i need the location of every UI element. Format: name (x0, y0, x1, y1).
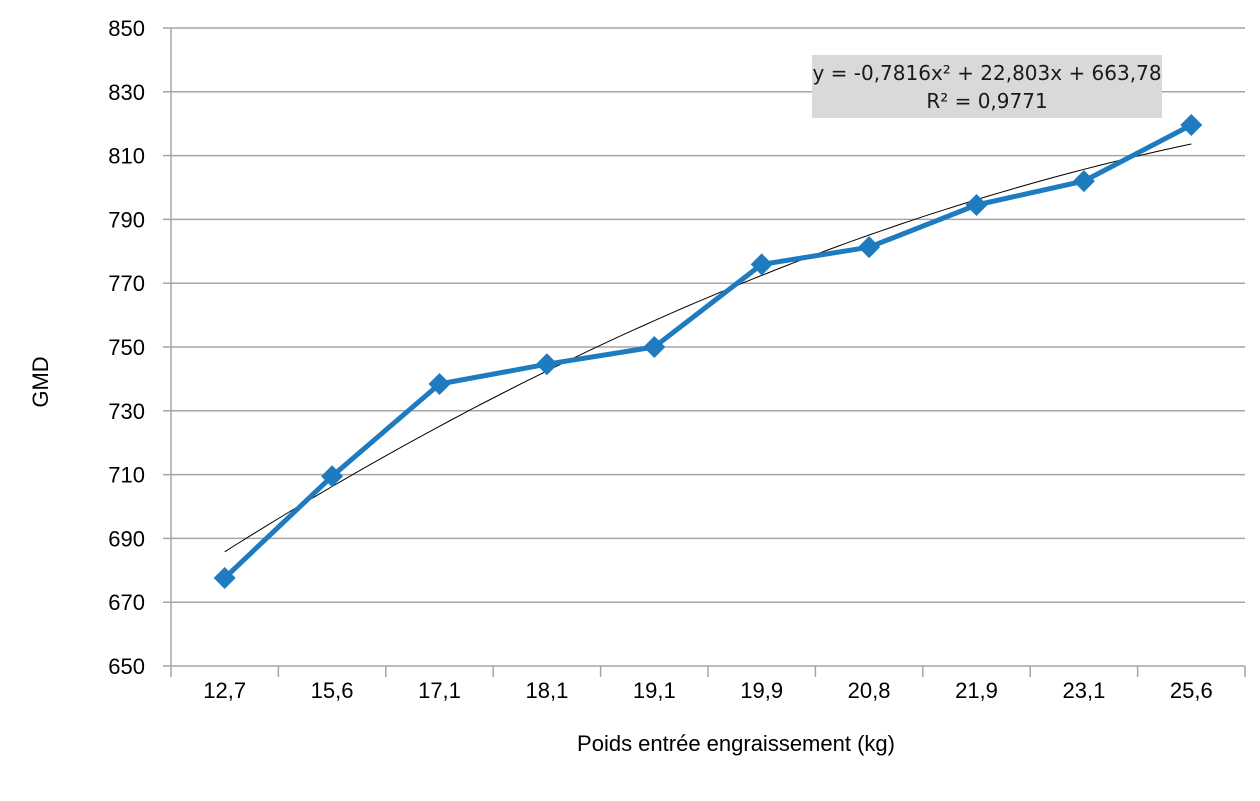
x-tick-label: 19,1 (633, 678, 676, 703)
series-line (222, 122, 1193, 580)
x-tick-label: 19,9 (740, 678, 783, 703)
data-point-diamond (1180, 113, 1203, 136)
x-tick-label: 20,8 (848, 678, 891, 703)
equation-box-background (812, 55, 1162, 118)
trendline-equation: y = -0,7816x² + 22,803x + 663,78 (812, 61, 1161, 85)
gridlines (171, 27, 1245, 603)
trendline-equation-box: y = -0,7816x² + 22,803x + 663,78 R² = 0,… (812, 55, 1162, 118)
y-tick-label: 710 (108, 463, 145, 488)
axes (163, 27, 1246, 677)
y-tick-label: 730 (108, 399, 145, 424)
data-series (213, 113, 1203, 589)
data-point-diamond (535, 353, 558, 376)
x-axis-tick-labels: 12,7 15,6 17,1 18,1 19,1 19,9 20,8 21,9 23,1 25,6 (203, 678, 1212, 703)
trendline (224, 143, 1192, 553)
x-tick-label: 12,7 (203, 678, 246, 703)
y-tick-label: 670 (108, 590, 145, 615)
r-squared-label: R² = 0,9771 (926, 89, 1047, 113)
y-tick-label: 810 (108, 144, 145, 169)
x-tick-label: 25,6 (1170, 678, 1213, 703)
data-point-diamond (1072, 170, 1095, 193)
x-axis-title: Poids entrée engraissement (kg) (577, 731, 895, 756)
x-tick-label: 21,9 (955, 678, 998, 703)
data-point-diamond (321, 465, 344, 488)
y-tick-label: 790 (108, 207, 145, 232)
x-tick-label: 17,1 (418, 678, 461, 703)
y-axis-title: GMD (28, 356, 53, 407)
y-tick-label: 750 (108, 335, 145, 360)
data-point-diamond (750, 253, 773, 276)
y-tick-label: 830 (108, 80, 145, 105)
data-point-diamond (858, 236, 881, 259)
x-tick-label: 15,6 (311, 678, 354, 703)
polynomial-trendline (224, 143, 1192, 553)
y-tick-label: 690 (108, 526, 145, 551)
y-tick-label: 650 (108, 654, 145, 679)
data-point-diamond (643, 336, 666, 358)
y-axis-tick-labels: 650 670 690 710 730 750 770 790 810 830 850 (108, 16, 145, 679)
y-tick-label: 850 (108, 16, 145, 41)
data-point-diamond (213, 566, 236, 589)
data-point-diamond (428, 373, 451, 396)
data-point-diamond (965, 194, 988, 217)
x-tick-label: 18,1 (525, 678, 568, 703)
y-tick-label: 770 (108, 271, 145, 296)
x-tick-label: 23,1 (1062, 678, 1105, 703)
